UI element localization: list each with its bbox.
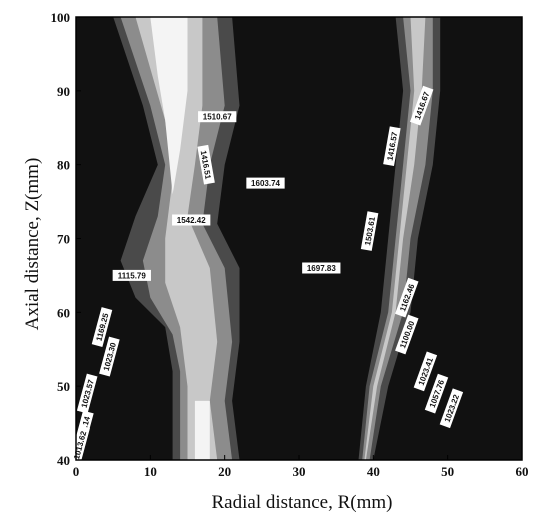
y-axis-title: Axial distance, Z(mm) bbox=[22, 158, 43, 331]
contour-label-box bbox=[172, 214, 211, 226]
contour-label-box bbox=[302, 262, 341, 274]
contour-label-3: 1542.42 bbox=[172, 214, 211, 226]
x-tick-label: 0 bbox=[73, 464, 80, 479]
contour-label-2: 1603.74 bbox=[246, 177, 285, 189]
x-tick-label: 40 bbox=[367, 464, 380, 479]
contour-label-box bbox=[112, 269, 151, 281]
contour-label-box bbox=[197, 144, 215, 185]
contour-label-text: 1115.79 bbox=[118, 271, 147, 280]
contour-label-box bbox=[383, 126, 401, 167]
y-tick-label: 90 bbox=[57, 84, 70, 99]
contour-label-box bbox=[409, 85, 434, 126]
right-band-level-3 bbox=[364, 17, 426, 460]
y-tick-label: 40 bbox=[57, 453, 70, 468]
contour-label-box bbox=[395, 277, 419, 318]
left-region-level-4 bbox=[150, 17, 188, 195]
y-tick-label: 70 bbox=[57, 232, 70, 247]
y-tick-label: 100 bbox=[51, 10, 71, 25]
x-tick-label: 50 bbox=[441, 464, 454, 479]
y-tick-label: 50 bbox=[57, 379, 70, 394]
contour-label-box bbox=[91, 307, 113, 348]
contour-label-7: 1697.83 bbox=[302, 262, 341, 274]
contour-label-box bbox=[413, 351, 438, 392]
contour-label-box bbox=[395, 314, 419, 355]
contour-label-box bbox=[439, 388, 464, 429]
y-tick-label: 60 bbox=[57, 305, 70, 320]
contour-label-box bbox=[76, 373, 98, 414]
x-axis-title: Radial distance, R(mm) bbox=[212, 492, 393, 513]
plot-area bbox=[76, 17, 522, 460]
contour-label-5: 1416.57 bbox=[383, 126, 401, 167]
contour-label-text: 1510.67 bbox=[203, 113, 232, 122]
contour-label-6: 1503.61 bbox=[360, 211, 379, 251]
contour-label-9: 1115.79 bbox=[112, 269, 151, 281]
contour-label-box bbox=[360, 211, 379, 251]
x-tick-label: 20 bbox=[218, 464, 231, 479]
x-tick-label: 60 bbox=[516, 464, 529, 479]
contour-label-1: 1416.51 bbox=[197, 144, 215, 185]
x-axis-ticks: 0 10 20 30 40 50 60 bbox=[73, 455, 529, 479]
left-region-level-3 bbox=[135, 17, 218, 460]
contour-label-box bbox=[246, 177, 285, 189]
left-region-level-4-lower bbox=[194, 400, 210, 460]
y-axis-ticks: 40 50 60 70 80 90 100 bbox=[51, 10, 81, 468]
contour-label-text: 1542.42 bbox=[177, 216, 206, 225]
contour-label-0: 1510.67 bbox=[198, 111, 237, 123]
contour-label-text: 1697.83 bbox=[307, 264, 336, 273]
y-tick-label: 80 bbox=[57, 158, 70, 173]
contour-label-text: 1603.74 bbox=[251, 179, 280, 188]
contour-label-box bbox=[69, 425, 90, 466]
contour-label-box bbox=[99, 336, 120, 377]
x-tick-label: 30 bbox=[293, 464, 306, 479]
contour-label-box bbox=[198, 111, 237, 123]
x-tick-label: 10 bbox=[144, 464, 157, 479]
contour-label-box bbox=[424, 373, 449, 414]
